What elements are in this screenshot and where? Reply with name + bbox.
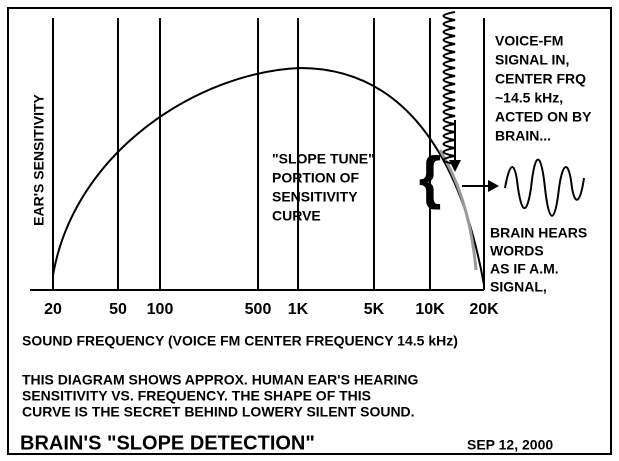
date: SEP 12, 2000	[467, 437, 553, 453]
signal-note: CENTER FRQ	[495, 71, 586, 87]
x-tick-label: 500	[245, 301, 272, 318]
title: BRAIN'S "SLOPE DETECTION"	[20, 432, 315, 454]
sensitivity-curve	[52, 66, 485, 286]
x-tick-label: 1K	[288, 301, 309, 318]
signal-note: ACTED ON BY	[495, 109, 592, 125]
slope-note: "SLOPE TUNE"	[272, 151, 375, 167]
hears-note: SIGNAL,	[490, 279, 547, 295]
slope-note: PORTION OF	[272, 170, 360, 186]
slope-highlight	[438, 149, 478, 271]
brace: {	[419, 145, 442, 210]
frame	[7, 7, 612, 455]
arrow-head	[449, 160, 461, 172]
y-axis-label: EAR'S SENSITIVITY	[31, 93, 47, 225]
x-tick-label: 100	[147, 301, 174, 318]
description-line: SENSITIVITY VS. FREQUENCY. THE SHAPE OF …	[22, 388, 371, 404]
signal-note: VOICE-FM	[495, 33, 563, 49]
grid-lines	[30, 18, 485, 291]
slope-note: CURVE	[272, 208, 321, 224]
arrow-head	[488, 180, 499, 192]
signal-note: SIGNAL IN,	[495, 52, 569, 68]
x-tick-label: 50	[109, 301, 127, 318]
x-tick-label: 20K	[469, 301, 499, 318]
signal-note: ~14.5 kHz,	[495, 90, 563, 106]
hears-note: AS IF A.M.	[490, 261, 559, 277]
x-axis-label: SOUND FREQUENCY (VOICE FM CENTER FREQUEN…	[22, 333, 458, 349]
description-line: THIS DIAGRAM SHOWS APPROX. HUMAN EAR'S H…	[22, 372, 418, 388]
description-line: CURVE IS THE SECRET BEHIND LOWERY SILENT…	[22, 404, 415, 420]
signal-coil	[442, 11, 456, 165]
hears-note: BRAIN HEARS	[490, 225, 587, 241]
slope-note: SENSITIVITY	[272, 189, 358, 205]
x-tick-label: 5K	[364, 301, 385, 318]
x-tick-label: 10K	[415, 301, 445, 318]
x-tick-label: 20	[44, 301, 62, 318]
am-wave	[504, 158, 585, 217]
signal-note: BRAIN...	[495, 128, 551, 144]
hears-note: WORDS	[490, 243, 544, 259]
